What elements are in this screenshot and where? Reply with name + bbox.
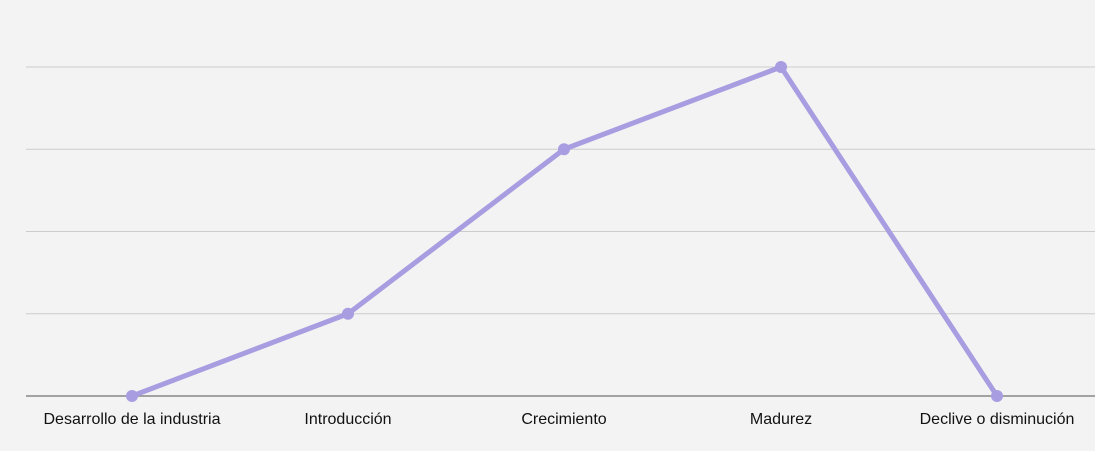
data-point: [991, 390, 1003, 402]
data-point: [342, 307, 354, 320]
x-tick-label: Madurez: [750, 411, 812, 428]
data-point: [126, 390, 138, 402]
series-group: [126, 61, 1003, 402]
x-tick-label: Desarrollo de la industria: [44, 411, 221, 428]
gridlines: [26, 66, 1095, 315]
x-tick-label: Introducción: [304, 411, 391, 428]
x-tick-labels: Desarrollo de la industria Introducción Cr…: [44, 411, 1075, 428]
data-point: [775, 61, 787, 73]
data-point: [558, 143, 570, 156]
x-tick-label: Crecimiento: [521, 411, 606, 428]
x-tick-label: Declive o disminución: [920, 411, 1075, 428]
